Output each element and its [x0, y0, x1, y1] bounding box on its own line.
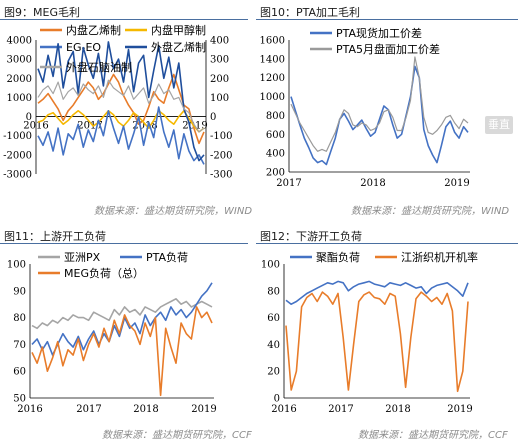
- y-tick-label: -1000: [3, 131, 32, 142]
- y-tick-label: 80: [267, 286, 280, 297]
- y-tick-label: 1000: [260, 92, 285, 103]
- legend-label: MEG负荷（总）: [64, 266, 144, 280]
- y-tick-label: 50: [13, 394, 26, 405]
- legend-label: 内盘甲醇制: [151, 23, 206, 37]
- y-tick-label: 2000: [7, 74, 32, 85]
- y-tick-label: 60: [267, 313, 280, 324]
- x-tick-label: 2018: [132, 121, 157, 132]
- x-tick-label: 2018: [385, 404, 410, 415]
- source-fig10: 数据来源：盛达期货研究院，WIND: [351, 206, 510, 217]
- y-tick-label: 800: [266, 111, 285, 122]
- legend-label: PTA负荷: [146, 250, 188, 264]
- y-tick-label: 0: [274, 394, 280, 405]
- y-tick-label: 80: [13, 313, 26, 324]
- series-line-3-1: [285, 291, 469, 393]
- y-tick-label: 70: [13, 340, 26, 351]
- y-tick-label: 1400: [260, 54, 285, 65]
- y-tick-label: 1200: [260, 73, 285, 84]
- panel-title-fig9: 图9：MEG毛利: [4, 6, 80, 19]
- title-rule-fig10: [256, 19, 518, 20]
- x-tick-label: 2016: [271, 404, 296, 415]
- y-tick-label: 4000: [7, 36, 32, 47]
- x-tick-label: 2018: [360, 178, 385, 189]
- y-right-tick-label: -300: [210, 170, 232, 181]
- series-line-0-2: [37, 106, 205, 165]
- legend-label: 外盘乙烯制: [151, 40, 206, 54]
- y-tick-label: 1600: [260, 36, 285, 47]
- x-tick-label: 2016: [23, 121, 48, 132]
- series-line-0-4: [37, 79, 205, 133]
- y-right-tick-label: 300: [210, 55, 229, 66]
- series-line-3-0: [285, 280, 469, 306]
- panel-title-fig11: 图11：上游开工负荷: [4, 230, 106, 243]
- source-fig11: 数据来源：盛达期货研究院，CCF: [102, 430, 252, 441]
- y-tick-label: 100: [261, 260, 280, 271]
- legend-label: PTA现货加工价差: [336, 26, 422, 40]
- side-tag[interactable]: 垂直: [485, 116, 513, 134]
- y-tick-label: 60: [13, 367, 26, 378]
- y-right-tick-label: -100: [210, 131, 232, 142]
- y-right-tick-label: 200: [210, 74, 229, 85]
- x-tick-label: 2016: [17, 404, 42, 415]
- legend-label: 江浙织机开机率: [401, 250, 478, 264]
- series-line-1-0: [290, 65, 469, 166]
- y-tick-label: 3000: [7, 55, 32, 66]
- y-tick-label: 40: [267, 340, 280, 351]
- panel-title-fig12: 图12：下游开工负荷: [260, 230, 362, 243]
- series-line-2-2: [31, 306, 213, 397]
- y-tick-label: 600: [266, 130, 285, 141]
- panel-title-fig10: 图10：PTA加工毛利: [260, 6, 361, 19]
- x-tick-label: 2017: [76, 404, 101, 415]
- title-rule-fig11: [0, 243, 248, 244]
- y-tick-label: 20: [267, 367, 280, 378]
- source-fig12: 数据来源：盛达期货研究院，CCF: [358, 430, 508, 441]
- x-tick-label: 2019: [444, 178, 469, 189]
- y-tick-label: 90: [13, 286, 26, 297]
- y-tick-label: -3000: [3, 170, 32, 181]
- legend-label: 聚酯负荷: [316, 250, 360, 264]
- title-rule-fig9: [0, 19, 248, 20]
- legend-label: 内盘乙烯制: [66, 23, 121, 37]
- y-tick-label: 100: [7, 260, 26, 271]
- series-line-0-0: [37, 73, 205, 145]
- series-line-0-1: [37, 110, 205, 133]
- y-tick-label: 200: [266, 168, 285, 179]
- series-line-1-1: [290, 56, 469, 152]
- source-fig9: 数据来源：盛达期货研究院，WIND: [94, 206, 253, 217]
- series-line-2-0: [31, 297, 213, 330]
- y-right-tick-label: 400: [210, 36, 229, 47]
- legend-label: PTA5月盘面加工价差: [336, 42, 440, 56]
- x-tick-label: 2017: [328, 404, 353, 415]
- x-tick-label: 2019: [191, 404, 216, 415]
- x-tick-label: 2019: [447, 404, 472, 415]
- legend-label: 外盘石脑油制: [66, 60, 132, 74]
- y-tick-label: 400: [266, 149, 285, 160]
- y-tick-label: 0: [26, 112, 32, 123]
- y-tick-label: 1000: [7, 93, 32, 104]
- y-right-tick-label: -200: [210, 150, 232, 161]
- x-tick-label: 2018: [133, 404, 158, 415]
- y-tick-label: -2000: [3, 150, 32, 161]
- x-tick-label: 2017: [77, 121, 102, 132]
- x-tick-label: 2017: [276, 178, 301, 189]
- y-right-tick-label: 100: [210, 93, 229, 104]
- title-rule-fig12: [256, 243, 518, 244]
- y-right-tick-label: 0: [210, 112, 216, 123]
- legend-label: 亚洲PX: [64, 251, 101, 264]
- series-line-0-3: [37, 41, 205, 162]
